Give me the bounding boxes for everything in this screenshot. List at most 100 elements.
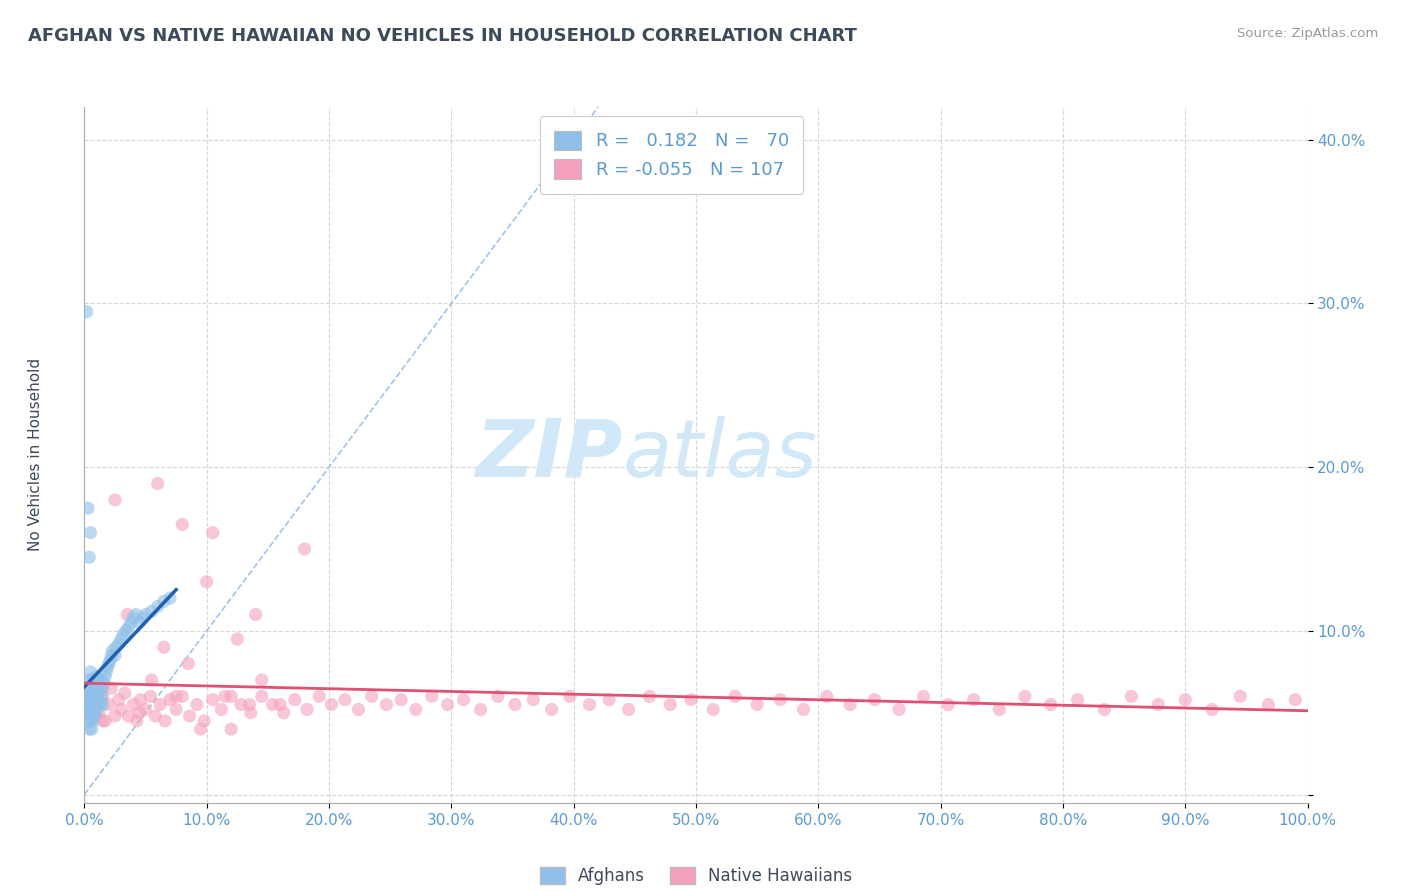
Point [125,714,148,728]
Point [988,702,1011,716]
Point [522,692,544,706]
Point [219,722,242,736]
Point [273,706,295,720]
Point [90,690,112,704]
Point [659,698,682,712]
Point [87,681,110,696]
Point [405,702,427,716]
Point [79,665,101,679]
Point [100,648,122,663]
Point [1229,690,1251,704]
Point [83,692,105,706]
Point [104,648,127,663]
Point [77,690,100,704]
Point [294,542,316,557]
Point [80,706,103,720]
Point [839,698,862,712]
Point [436,698,458,712]
Point [936,698,959,712]
Point [86,670,108,684]
Point [87,673,110,687]
Point [117,621,139,635]
Point [75,698,97,712]
Point [141,673,163,687]
Point [195,574,218,589]
Point [1257,698,1279,712]
Point [86,686,108,700]
Point [186,698,208,712]
Point [250,673,273,687]
Legend: Afghans, Native Hawaiians: Afghans, Native Hawaiians [533,861,859,892]
Point [389,692,412,706]
Point [153,640,176,655]
Point [139,690,162,704]
Text: No Vehicles in Household: No Vehicles in Household [28,359,44,551]
Point [79,525,101,540]
Point [94,714,117,728]
Point [128,706,150,720]
Point [375,698,398,712]
Point [962,692,984,706]
Point [77,681,100,696]
Point [617,702,640,716]
Point [360,690,382,704]
Point [250,690,273,704]
Point [104,492,127,507]
Point [79,714,101,728]
Point [98,653,121,667]
Point [93,676,115,690]
Point [82,714,104,728]
Point [128,615,150,630]
Point [77,673,100,687]
Point [89,681,111,696]
Point [153,714,176,728]
Point [105,640,128,655]
Point [112,627,135,641]
Point [114,686,136,700]
Point [135,702,157,716]
Point [321,698,343,712]
Point [87,706,110,720]
Point [122,611,145,625]
Point [724,690,747,704]
Point [165,690,187,704]
Point [347,702,370,716]
Point [76,304,98,318]
Point [1174,692,1197,706]
Point [125,607,148,622]
Point [104,709,127,723]
Point [96,665,118,679]
Point [86,673,108,687]
Point [79,714,101,728]
Point [91,698,114,712]
Point [159,591,181,606]
Point [172,517,194,532]
Text: Source: ZipAtlas.com: Source: ZipAtlas.com [1237,27,1378,40]
Point [91,714,114,728]
Point [214,690,236,704]
Point [486,690,509,704]
Point [87,698,110,712]
Point [101,643,124,657]
Point [91,690,114,704]
Point [1039,698,1062,712]
Point [97,660,120,674]
Point [132,611,155,625]
Point [190,722,212,736]
Point [1121,690,1143,704]
Point [308,690,330,704]
Text: ZIP: ZIP [475,416,623,494]
Point [82,681,104,696]
Text: atlas: atlas [623,416,817,494]
Point [122,698,145,712]
Point [226,632,249,646]
Point [143,709,166,723]
Point [1094,702,1116,716]
Point [453,692,475,706]
Point [295,702,318,716]
Point [107,637,129,651]
Point [77,722,100,736]
Point [97,698,120,712]
Point [863,692,886,706]
Point [747,698,769,712]
